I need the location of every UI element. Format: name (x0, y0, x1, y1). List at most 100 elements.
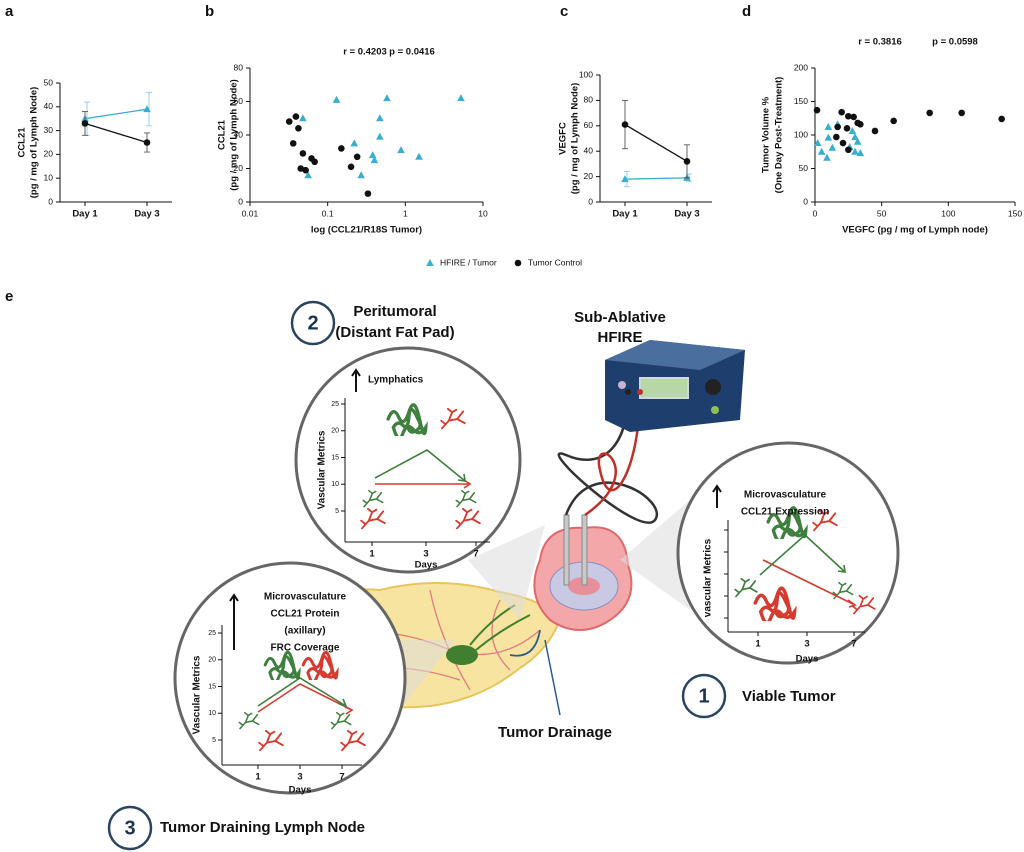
badge (290, 300, 336, 346)
y-axis-label: Tumor Volume % (761, 96, 772, 173)
point (397, 146, 405, 154)
annotation: p = 0.0416 (389, 47, 435, 58)
inset-arrow (229, 593, 239, 650)
x-tick-label: 0.1 (322, 208, 334, 218)
point (332, 95, 341, 103)
drainage-pointer (544, 639, 561, 716)
point (838, 108, 845, 116)
point (376, 114, 384, 122)
point (824, 133, 833, 141)
inset-x-tick-label: 7 (851, 639, 856, 650)
point (143, 139, 151, 146)
inset-x-tick-label: 3 (804, 639, 809, 650)
inset-y-tick-label: 10 (208, 710, 216, 717)
badge-number: 2 (307, 312, 318, 334)
point (890, 117, 897, 125)
y-tick-label: 40 (234, 129, 244, 139)
point (304, 171, 312, 179)
inset-title: CCL21 Protein (271, 609, 340, 620)
y-axis-label: VEGFC (558, 122, 569, 155)
y-tick-label: 20 (234, 163, 244, 173)
series-line (84, 122, 148, 144)
inset-y-label: Vascular Metrics (192, 655, 203, 734)
trend-red (762, 559, 857, 608)
point (823, 153, 831, 161)
point (289, 140, 297, 147)
point (843, 125, 851, 132)
x-tick-label: Day 3 (134, 209, 159, 220)
point (857, 120, 864, 128)
trend-red (257, 683, 354, 715)
inset-x-label: Days (289, 785, 312, 796)
inset-x-tick-label: 1 (369, 549, 375, 560)
y-tick-label: 0 (803, 196, 808, 206)
point (926, 109, 933, 117)
panel-letter: d (742, 3, 751, 20)
x-tick-label: 1 (403, 208, 408, 218)
point (353, 153, 361, 161)
inset-y-label: Vascular Metrics (317, 430, 328, 509)
legend-marker (514, 259, 522, 267)
inset-x-label: Days (415, 560, 438, 571)
inset-y-tick-label: 15 (208, 683, 216, 690)
y-tick-label: 40 (44, 101, 54, 111)
y-tick-label: 200 (794, 62, 808, 72)
series-line (624, 123, 688, 162)
device-label: HFIRE (598, 329, 643, 346)
point (383, 94, 391, 102)
inset-circle (676, 441, 900, 665)
y-axis-label: (pg / mg of Lymph Node) (570, 83, 581, 195)
point (357, 171, 365, 179)
point (850, 113, 857, 121)
point (457, 94, 465, 102)
point (817, 147, 826, 155)
point (813, 106, 821, 114)
point (845, 146, 852, 154)
point (338, 145, 345, 152)
point (376, 132, 384, 140)
point (824, 122, 833, 130)
drainage-label: Tumor Drainage (498, 724, 612, 741)
region-label: Tumor Draining Lymph Node (160, 819, 365, 836)
point (851, 147, 859, 155)
inset-y-tick-label: 20 (331, 428, 339, 435)
y-tick-label: 150 (794, 96, 808, 106)
x-tick-label: Day 3 (674, 209, 699, 220)
point (839, 139, 847, 147)
y-tick-label: 0 (238, 196, 243, 206)
point (292, 113, 300, 120)
inset-title: Microvasculature (744, 490, 827, 501)
point (848, 126, 857, 134)
electrode (581, 514, 588, 586)
x-tick-label: 150 (1008, 208, 1022, 218)
legend-label: HFIRE / Tumor (440, 257, 497, 267)
y-axis-label: CCL21 (17, 127, 28, 158)
device-port (637, 389, 643, 395)
point (311, 158, 318, 166)
inset-y-tick-label: 25 (208, 630, 216, 637)
point (845, 112, 852, 120)
y-tick-label: 80 (584, 95, 594, 105)
annotation: r = 0.3816 (858, 37, 902, 48)
badge (107, 805, 153, 851)
inset-y-tick-label: 5 (212, 737, 216, 744)
series-line (624, 177, 688, 180)
panel-letter: c (560, 3, 568, 20)
y-tick-label: 60 (234, 96, 244, 106)
x-tick-label: 0.01 (242, 208, 259, 218)
y-tick-label: 50 (799, 163, 809, 173)
point (295, 125, 302, 132)
inset-y-label: vascular Metrics (703, 538, 714, 617)
point (621, 121, 629, 128)
zoom-cone (620, 500, 690, 610)
trend-green (257, 677, 348, 708)
y-tick-label: 60 (584, 120, 594, 130)
inset-x-tick-label: 3 (297, 772, 302, 783)
device-knob (705, 379, 721, 395)
x-tick-label: 50 (877, 208, 887, 218)
x-tick-label: Day 1 (612, 209, 638, 220)
point (81, 120, 89, 127)
inset-arrow (712, 484, 722, 508)
y-tick-label: 100 (794, 129, 808, 139)
